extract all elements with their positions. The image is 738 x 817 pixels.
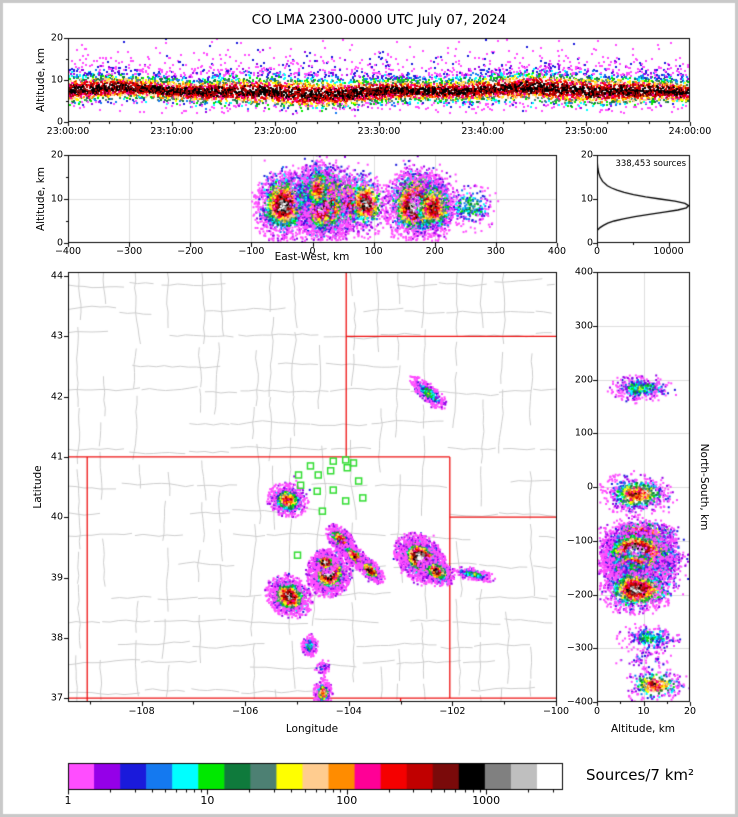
map-xtick-label: −104: [335, 706, 362, 717]
time-ytick-label: 10: [50, 74, 63, 86]
ew-panel-xlabel: East-West, km: [274, 251, 350, 263]
ns-ytick-label: −100: [566, 535, 593, 547]
map-ytick-label: 44: [50, 270, 63, 282]
ew-xtick-label: 100: [364, 246, 383, 257]
map-ytick-label: 39: [50, 572, 63, 583]
ns-ytick-label: −200: [566, 589, 593, 600]
hist-ytick-label: 0: [586, 237, 593, 249]
map-ytick-label: 43: [50, 330, 63, 342]
map-ytick-label: 38: [50, 632, 63, 644]
time-xtick-label: 23:30:00: [357, 126, 401, 137]
time-xtick-label: 23:00:00: [46, 126, 90, 137]
ns-xtick-label: 10: [637, 706, 650, 717]
ew-xtick-label: −200: [177, 246, 204, 257]
time-xtick-label: 23:40:00: [461, 126, 504, 137]
ns-panel-ylabel: North-South, km: [698, 443, 710, 531]
map-ytick-label: 37: [50, 692, 63, 704]
map-xtick-label: −102: [439, 706, 466, 717]
ew-xtick-label: 0: [309, 246, 316, 257]
ns-ytick-label: −300: [566, 642, 593, 654]
ew-xtick-label: 200: [425, 246, 444, 257]
ns-xtick-label: 0: [593, 706, 601, 717]
ns-xtick-label: 20: [683, 706, 697, 717]
map-xtick-label: −108: [128, 706, 155, 717]
colorbar-tick-label: 1000: [472, 794, 501, 807]
ew-ytick-label: 10: [50, 193, 63, 205]
ns-ytick-label: 200: [574, 374, 593, 385]
colorbar-tick-label: 10: [200, 794, 215, 807]
time-xtick-label: 24:00:00: [668, 126, 712, 137]
source-count-annotation: 338,453 sources: [615, 159, 686, 169]
hist-xtick-label: 0: [593, 246, 601, 257]
ew-xtick-label: 300: [486, 246, 505, 257]
ns-ytick-label: 100: [574, 427, 593, 439]
map-ylabel: Latitude: [32, 465, 44, 509]
ns-ytick-label: 0: [586, 481, 593, 493]
ns-ytick-label: −400: [566, 696, 593, 708]
page-title: CO LMA 2300-0000 UTC July 07, 2024: [251, 12, 507, 28]
colorbar-label: Sources/7 km²: [586, 766, 695, 784]
ew-xtick-label: 400: [547, 246, 567, 257]
colorbar-tick-label: 1: [64, 794, 72, 807]
map-xlabel: Longitude: [285, 723, 339, 735]
colorbar-tick-label: 100: [336, 794, 358, 807]
ew-ytick-label: 0: [56, 237, 63, 249]
ew-xtick-label: −100: [238, 246, 265, 257]
map-xtick-label: −100: [542, 706, 570, 717]
time-ytick-label: 20: [50, 32, 63, 44]
time-ytick-label: 0: [56, 116, 63, 128]
map-xtick-label: −106: [232, 706, 259, 717]
time-xtick-label: 23:20:00: [253, 126, 297, 137]
map-ytick-label: 40: [50, 511, 63, 523]
ns-ytick-label: 300: [574, 320, 593, 332]
ns-ytick-label: 400: [574, 266, 593, 278]
hist-ytick-label: 10: [580, 193, 593, 205]
hist-xtick-label: 10000: [653, 246, 684, 257]
ns-panel-xlabel: Altitude, km: [610, 723, 676, 735]
map-ytick-label: 41: [50, 451, 63, 463]
time-panel-ylabel: Altitude, km: [35, 47, 47, 113]
time-xtick-label: 23:10:00: [150, 126, 193, 137]
ew-xtick-label: −300: [116, 246, 143, 257]
ew-xtick-label: −400: [54, 246, 82, 257]
ew-ytick-label: 20: [50, 149, 63, 161]
hist-ytick-label: 20: [580, 149, 593, 161]
map-ytick-label: 42: [50, 391, 63, 403]
ew-panel-ylabel: Altitude, km: [35, 166, 47, 232]
time-xtick-label: 23:50:00: [564, 126, 608, 137]
